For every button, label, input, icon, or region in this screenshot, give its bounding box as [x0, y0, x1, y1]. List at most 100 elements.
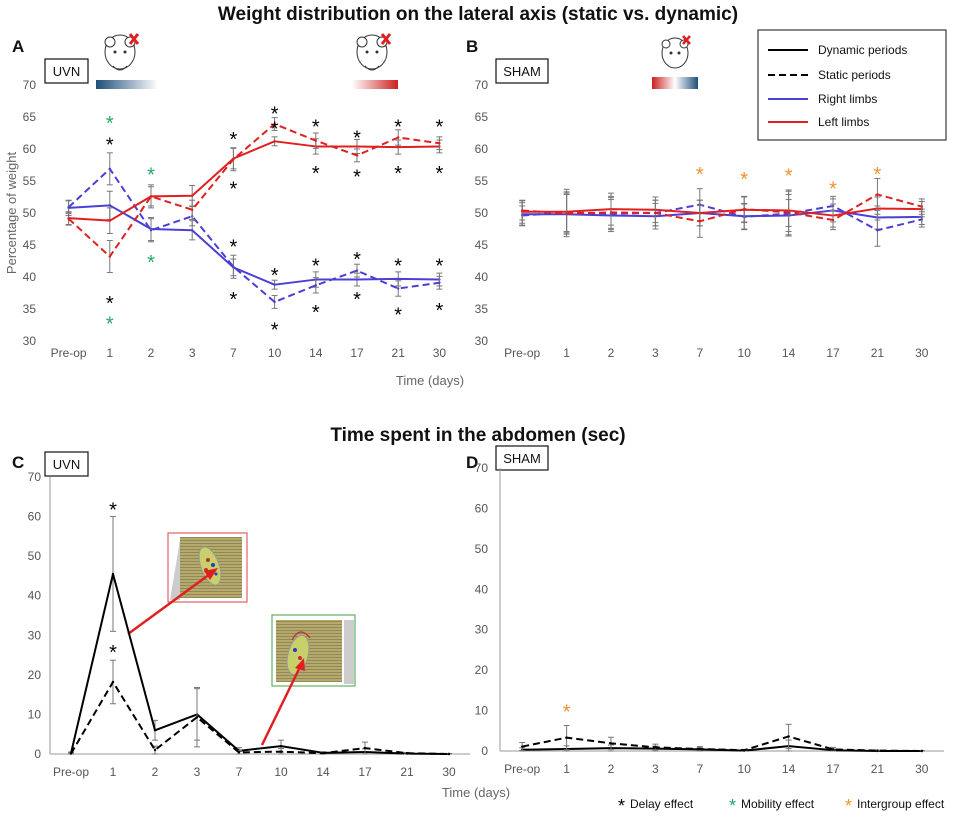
x-tick-label-b: 1	[563, 346, 570, 360]
x-tick-label-d: 10	[738, 762, 752, 776]
series-d-1	[519, 723, 925, 753]
chart-b: 30 35 40 45 50 55 60 65 70 Pre-op 1 2 3 7 10 14 17 21 30 * *…	[475, 78, 929, 360]
series-line-c-0	[70, 572, 450, 755]
x-axis-label-a: Time (days)	[396, 373, 464, 388]
x-tick-label-a: Pre-op	[51, 346, 87, 360]
data-point	[920, 205, 923, 208]
data-point	[397, 136, 400, 139]
group-box-b: SHAM	[495, 58, 549, 84]
rat-head-icon-a1	[104, 33, 140, 71]
significance-star: *	[874, 164, 882, 186]
data-point	[191, 229, 194, 232]
significance-star: *	[147, 164, 155, 186]
y-tick-label-b: 30	[475, 334, 489, 348]
panel-label-d: D	[466, 453, 478, 472]
x-tick-label-c: 7	[236, 765, 243, 779]
data-point	[438, 281, 441, 284]
significance-star: *	[436, 300, 444, 322]
x-tick-label-d: 21	[871, 762, 885, 776]
inset-arrow-day1	[127, 568, 218, 636]
rat-head-icon-a2	[356, 33, 392, 71]
rat-head-icon-b	[661, 35, 691, 69]
data-point	[321, 752, 325, 755]
legend-label-static: Static periods	[818, 68, 891, 82]
x-tick-label-d: 17	[826, 762, 840, 776]
y-tick-label-b: 35	[475, 302, 489, 316]
data-point	[273, 122, 276, 126]
x-axis-label-c: Time (days)	[442, 785, 510, 800]
data-point	[355, 154, 359, 157]
x-tick-label-a: 3	[189, 346, 196, 360]
y-tick-label-b: 70	[475, 78, 489, 92]
series-b-3	[519, 177, 925, 238]
panel-label-a: A	[12, 37, 24, 56]
data-point	[355, 278, 359, 281]
significance-star: *	[106, 134, 114, 156]
data-point	[355, 269, 359, 272]
group-label-c: UVN	[53, 457, 80, 472]
data-point	[743, 748, 746, 752]
significance-star: *	[271, 118, 279, 140]
significance-star: *	[106, 314, 114, 336]
data-point	[397, 287, 400, 290]
significance-star: *	[436, 163, 444, 185]
chart-d: 0 10 20 30 40 50 60 70 Pre-op 1 2 3 7 10 14 17 21 30 *	[475, 461, 944, 776]
significance-star: *	[271, 265, 279, 287]
series-a-1	[65, 152, 443, 309]
significance-star: *	[312, 163, 320, 185]
series-line-a-2	[68, 140, 440, 222]
y-tick-label-a: 65	[23, 110, 37, 124]
y-tick-label-c: 40	[28, 589, 42, 603]
x-tick-label-b: 14	[782, 346, 796, 360]
group-box-d: SHAM	[495, 445, 549, 471]
y-tick-label-d: 10	[475, 704, 489, 718]
series-c-1	[68, 659, 452, 756]
significance-star: *	[312, 302, 320, 324]
significance-star: *	[106, 113, 114, 135]
y-tick-label-c: 50	[28, 549, 42, 563]
series-line-b-2	[522, 207, 922, 217]
chart-a: 30 35 40 45 50 55 60 65 70 Pre-op 1 2 3 7 10 14 17 21 30 Ti…	[4, 78, 464, 388]
y-tick-label-d: 60	[475, 501, 489, 515]
x-tick-label-a: 2	[148, 346, 155, 360]
x-tick-label-a: 1	[106, 346, 113, 360]
footer-delay-label: Delay effect	[630, 797, 694, 811]
data-point	[111, 680, 115, 684]
footer-delay-star: *	[618, 796, 625, 814]
x-tick-label-c: 10	[274, 765, 288, 779]
x-tick-label-a: 14	[309, 346, 323, 360]
legend-label-dynamic: Dynamic periods	[818, 43, 907, 57]
data-point	[108, 219, 112, 222]
significance-star: *	[353, 249, 361, 271]
footer-mobility-star: *	[729, 796, 736, 814]
x-tick-label-a: 30	[433, 346, 447, 360]
y-tick-label-a: 30	[23, 334, 37, 348]
x-tick-label-d: 3	[652, 762, 659, 776]
y-tick-label-d: 40	[475, 582, 489, 596]
y-tick-label-d: 0	[481, 744, 488, 758]
data-point	[108, 167, 112, 171]
series-line-a-1	[67, 167, 440, 303]
data-point	[787, 211, 790, 214]
x-tick-label-c: 30	[442, 765, 456, 779]
series-line-a-3	[67, 123, 440, 258]
series-c-0	[68, 516, 452, 756]
data-point	[405, 752, 409, 755]
data-point	[920, 218, 923, 221]
x-tick-label-a: 21	[392, 346, 406, 360]
significance-star: *	[230, 237, 238, 259]
significance-star: *	[394, 116, 402, 138]
data-point	[108, 204, 112, 207]
significance-star: *	[230, 129, 238, 151]
x-tick-label-c: 3	[194, 765, 201, 779]
y-tick-label-a: 60	[23, 142, 37, 156]
x-tick-label-d: 30	[915, 762, 929, 776]
data-point	[191, 194, 194, 197]
significance-star: *	[353, 127, 361, 149]
series-b-2	[519, 188, 925, 235]
y-tick-label-c: 60	[28, 510, 42, 524]
significance-star: *	[353, 166, 361, 188]
y-tick-label-d: 70	[475, 461, 489, 475]
significance-star: *	[353, 289, 361, 311]
